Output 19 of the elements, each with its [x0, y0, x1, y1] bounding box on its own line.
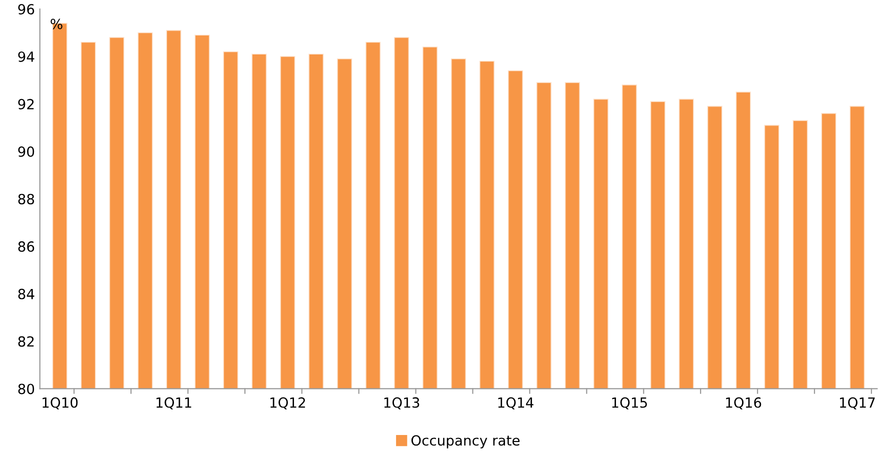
- x-tick-label: 1Q16: [726, 397, 762, 410]
- y-tick-label: 82: [18, 336, 34, 347]
- legend-label: Occupancy rate: [411, 435, 520, 448]
- x-tick-label: 1Q11: [156, 397, 192, 410]
- x-tick-label: 1Q13: [384, 397, 420, 410]
- y-tick-label: 86: [18, 241, 34, 252]
- y-tick-label: 96: [18, 4, 34, 15]
- x-tick-label: 1Q12: [270, 397, 305, 410]
- x-tick-label: 1Q17: [840, 397, 875, 410]
- y-tick-label: 84: [18, 288, 34, 300]
- x-tick-label: 1Q10: [42, 397, 78, 410]
- y-tick-label: 90: [18, 146, 34, 157]
- y-tick-label: 80: [18, 384, 34, 394]
- y-axis-title: %: [50, 18, 62, 30]
- y-tick-label: 92: [18, 98, 34, 110]
- y-tick-label: 88: [18, 194, 34, 204]
- y-tick-label: 94: [18, 51, 34, 62]
- x-tick-label: 1Q14: [498, 397, 534, 410]
- x-tick-label: 1Q15: [612, 397, 647, 410]
